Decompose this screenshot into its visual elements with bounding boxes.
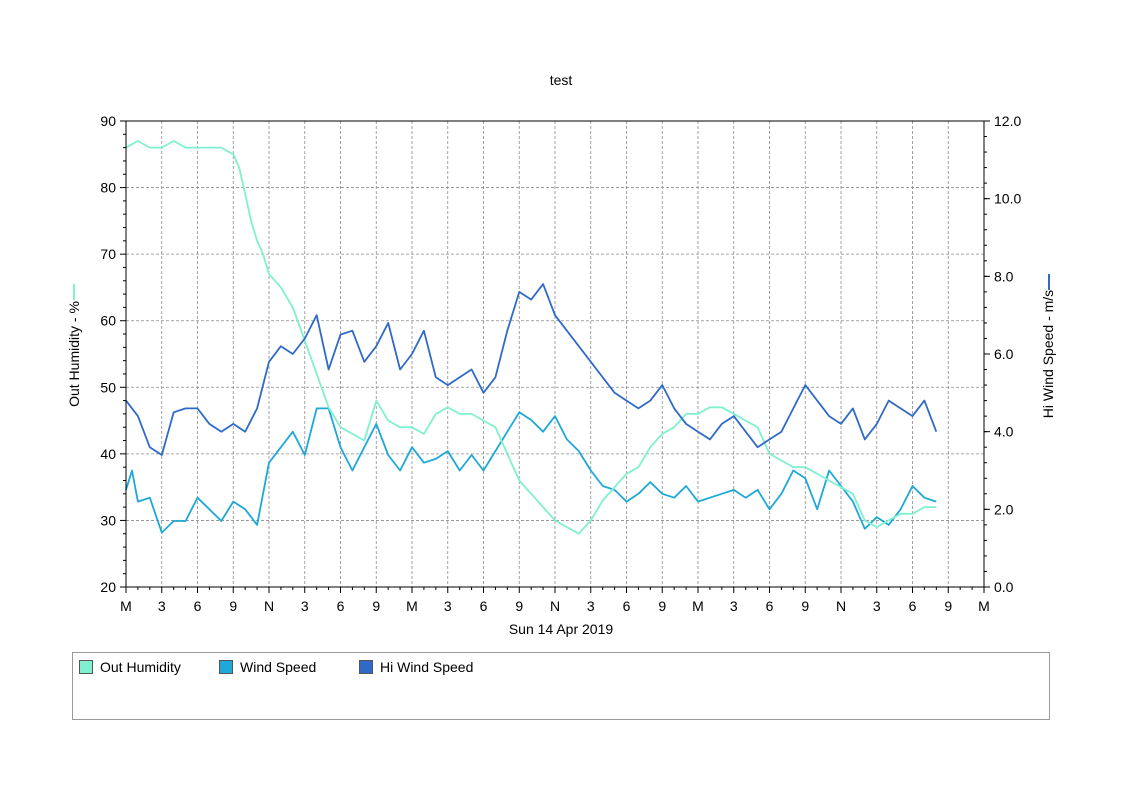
legend-label-out-humidity: Out Humidity [100,659,181,675]
legend-swatch-hi-wind-speed [359,660,373,674]
x-tick-label: 9 [801,598,809,614]
legend-swatch-wind-speed [219,660,233,674]
y-right-tick-label: 2.0 [994,501,1014,517]
x-tick-label: 9 [515,598,523,614]
y-right-tick-label: 10.0 [994,191,1021,207]
series-line-wind-speed [125,407,937,534]
x-tick-label: 6 [480,598,488,614]
y-right-tick-label: 4.0 [994,424,1014,440]
y-right-tick-label: 12.0 [994,113,1021,129]
y-left-tick-label: 60 [100,313,116,329]
legend-item-out-humidity: Out Humidity [79,659,181,675]
x-axis-label: Sun 14 Apr 2019 [509,621,614,637]
y-left-tick-label: 20 [100,579,116,595]
x-tick-label: 3 [587,598,595,614]
y-left-tick-label: 50 [100,379,116,395]
x-tick-label: 3 [730,598,738,614]
y-left-tick-label: 90 [100,113,116,129]
grid [126,121,984,587]
series-layer [125,140,938,535]
x-tick-label: M [120,598,132,614]
legend-label-wind-speed: Wind Speed [240,659,317,675]
x-tick-label: 3 [158,598,166,614]
series-line-hi-wind-speed [125,283,938,456]
chart-title: test [550,72,573,88]
y-right-tick-label: 0.0 [994,579,1014,595]
y-left-tick-label: 80 [100,180,116,196]
x-tick-label: 6 [337,598,345,614]
x-tick-label: 6 [623,598,631,614]
y-right-axis-label: Hi Wind Speed - m/s [1040,290,1056,418]
x-tick-label: 3 [873,598,881,614]
y-left-tick-label: 70 [100,246,116,262]
series-line-out-humidity [125,140,937,535]
x-tick-label: M [978,598,990,614]
x-tick-label: N [836,598,846,614]
x-tick-label: 6 [766,598,774,614]
x-tick-label: 9 [229,598,237,614]
x-tick-label: 9 [658,598,666,614]
y-left-axis-label: Out Humidity - % [66,301,82,407]
axes: M 3 6 9 N 3 6 9 M 3 6 9 N 3 6 9 M 3 6 9 N 3 6 9 M203040506070809… [100,113,1021,614]
x-tick-label: N [550,598,560,614]
x-tick-label: M [406,598,418,614]
x-tick-label: 9 [944,598,952,614]
x-tick-label: N [264,598,274,614]
legend: Out Humidity Wind Speed Hi Wind Speed [72,652,1050,720]
legend-swatch-out-humidity [79,660,93,674]
x-tick-label: 3 [444,598,452,614]
x-tick-label: 3 [301,598,309,614]
y-right-tick-label: 8.0 [994,268,1014,284]
x-tick-label: M [692,598,704,614]
x-tick-label: 9 [372,598,380,614]
x-tick-label: 6 [194,598,202,614]
legend-label-hi-wind-speed: Hi Wind Speed [380,659,474,675]
legend-item-hi-wind-speed: Hi Wind Speed [359,659,473,675]
y-left-tick-label: 30 [100,512,116,528]
y-left-tick-label: 40 [100,446,116,462]
legend-item-wind-speed: Wind Speed [219,659,316,675]
x-tick-label: 6 [909,598,917,614]
y-right-tick-label: 6.0 [994,346,1014,362]
